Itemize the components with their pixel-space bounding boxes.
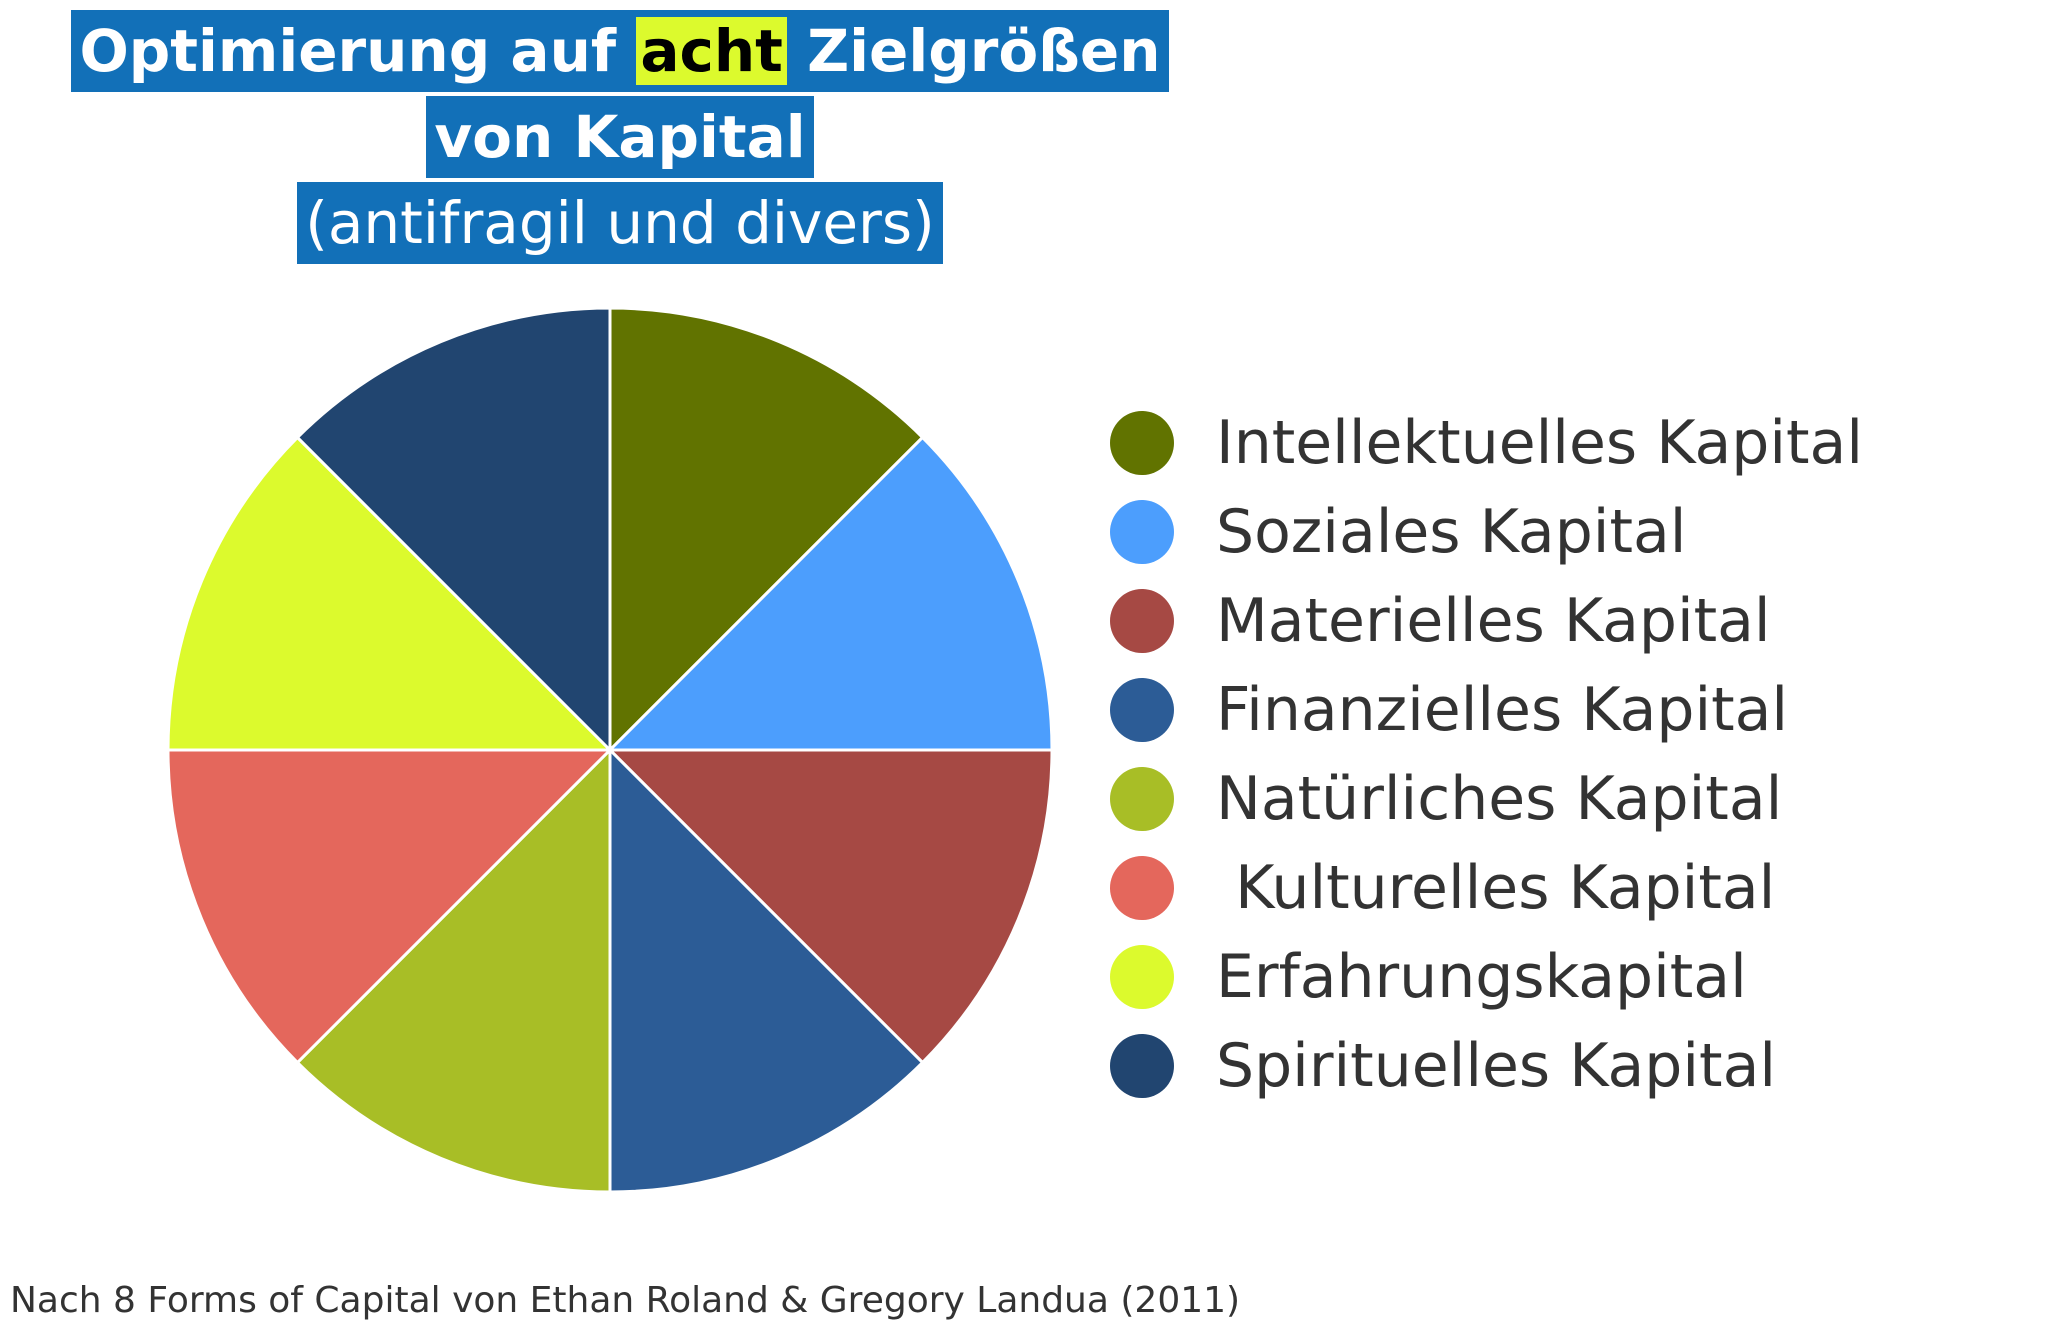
legend-label: Soziales Kapital (1216, 496, 1687, 567)
legend-swatch (1110, 855, 1174, 920)
title-text-after: Zielgrößen (807, 17, 1161, 85)
source-note: Nach 8 Forms of Capital von Ethan Roland… (10, 1280, 1241, 1321)
legend-label: Kulturelles Kapital (1216, 852, 1776, 923)
title-highlight-word: acht (636, 17, 787, 85)
pie-slice-6 (166, 748, 614, 1065)
legend-item: Finanzielles Kapital (1110, 665, 1863, 754)
legend-label: Erfahrungskapital (1216, 941, 1747, 1012)
legend-label: Natürliches Kapital (1216, 763, 1783, 834)
legend-swatch (1110, 410, 1174, 475)
pie-slice-4 (608, 746, 925, 1194)
legend-swatch (1110, 1033, 1174, 1098)
legend-label: Spirituelles Kapital (1216, 1030, 1777, 1101)
title-line-2: von Kapital (426, 96, 814, 178)
legend-label: Intellektuelles Kapital (1216, 407, 1863, 478)
pie-slice-3 (606, 748, 1054, 1065)
legend-swatch (1110, 944, 1174, 1009)
pie-chart (166, 306, 1054, 1194)
legend-swatch (1110, 499, 1174, 564)
legend-item: Intellektuelles Kapital (1110, 398, 1863, 487)
legend-label: Finanzielles Kapital (1216, 674, 1789, 745)
legend-item: Kulturelles Kapital (1110, 843, 1863, 932)
legend-item: Erfahrungskapital (1110, 932, 1863, 1021)
legend-item: Spirituelles Kapital (1110, 1021, 1863, 1110)
legend-swatch (1110, 766, 1174, 831)
pie-slice-7 (166, 435, 614, 752)
chart-legend: Intellektuelles Kapital Soziales Kapital M… (1110, 398, 1863, 1110)
pie-slice-8 (295, 306, 612, 754)
title-line-1: Optimierung auf acht Zielgrößen (71, 10, 1169, 92)
chart-title: Optimierung auf acht Zielgrößen von Kapi… (40, 10, 1200, 268)
legend-item: Natürliches Kapital (1110, 754, 1863, 843)
legend-swatch (1110, 588, 1174, 653)
legend-item: Soziales Kapital (1110, 487, 1863, 576)
title-text-before: Optimierung auf (79, 17, 617, 85)
title-line-3: (antifragil und divers) (297, 182, 943, 264)
pie-slice-1 (608, 306, 925, 754)
legend-label: Materielles Kapital (1216, 585, 1771, 656)
legend-swatch (1110, 677, 1174, 742)
pie-slice-2 (606, 435, 1054, 752)
pie-slice-5 (295, 746, 612, 1194)
legend-item: Materielles Kapital (1110, 576, 1863, 665)
